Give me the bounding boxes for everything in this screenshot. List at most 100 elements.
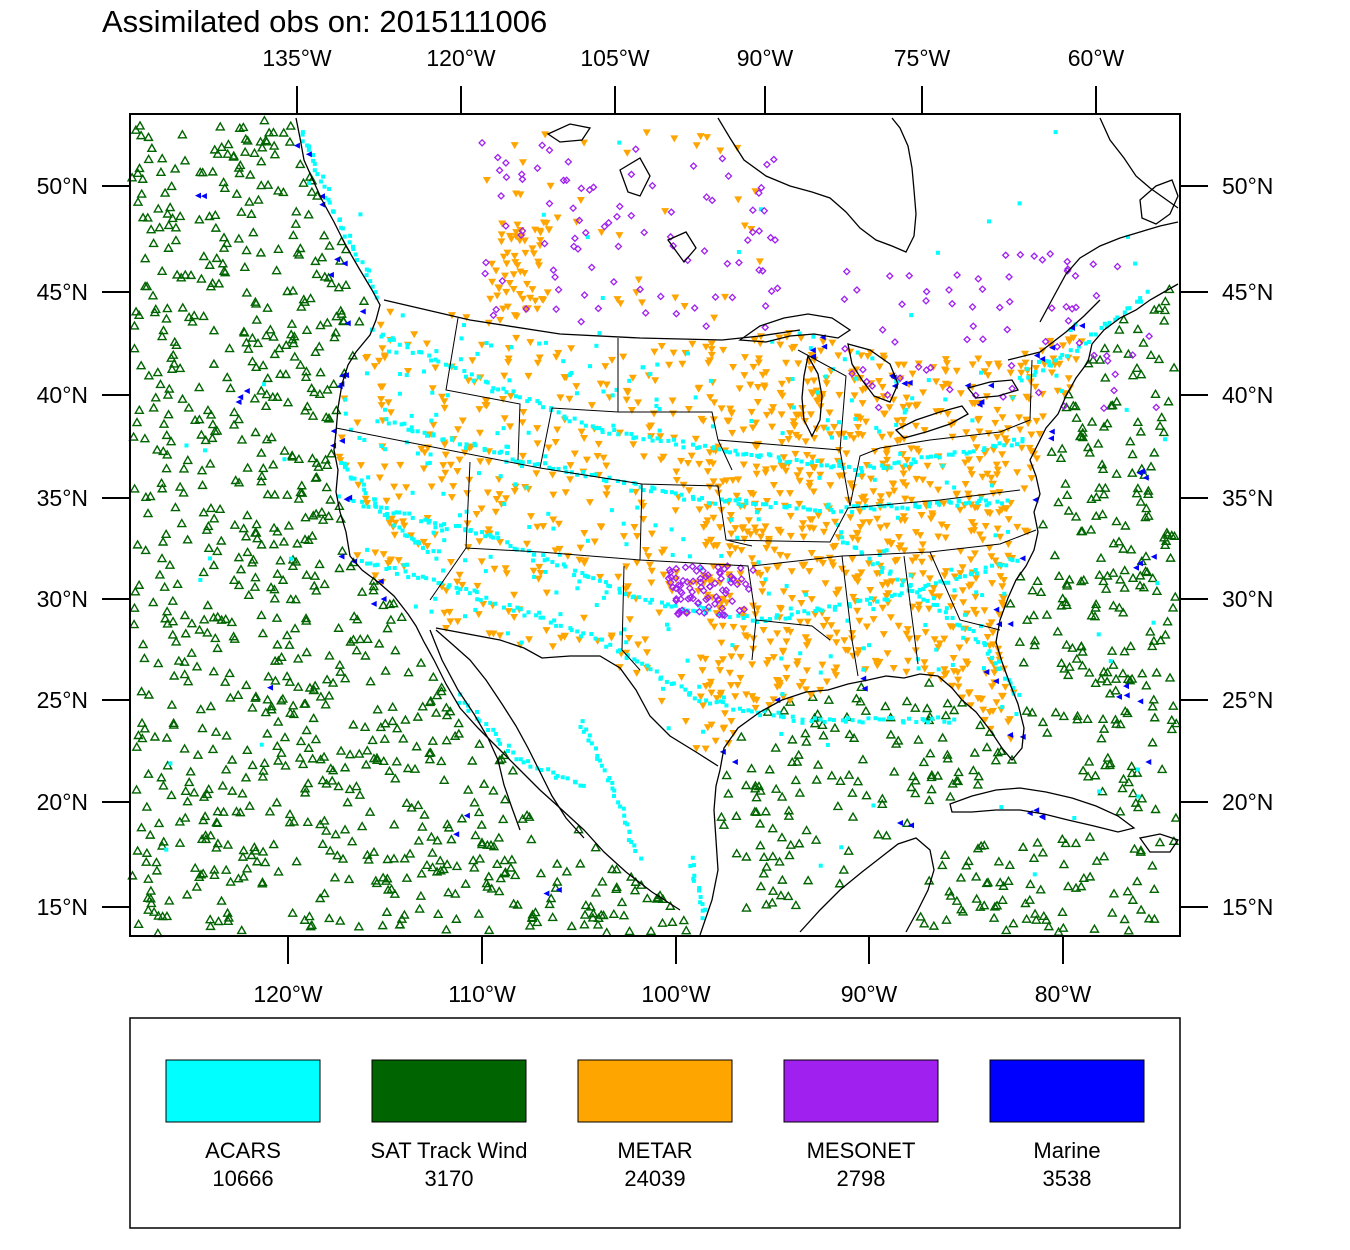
sat-wind-marker: [678, 915, 690, 925]
metar-marker: [962, 658, 971, 666]
acars-marker: [402, 421, 407, 426]
metar-marker: [959, 599, 968, 607]
sat-wind-marker: [770, 742, 781, 752]
metar-marker: [798, 525, 807, 533]
acars-marker: [636, 595, 641, 600]
metar-marker: [853, 650, 862, 658]
acars-marker: [947, 720, 952, 725]
metar-marker: [712, 542, 721, 550]
metar-marker: [749, 635, 758, 643]
metar-marker: [961, 459, 970, 467]
metar-marker: [840, 637, 849, 645]
mesonet-marker: [696, 574, 705, 583]
acars-marker: [558, 612, 563, 617]
sat-wind-marker: [1150, 804, 1161, 814]
sat-wind-marker: [167, 213, 178, 223]
acars-marker: [385, 511, 390, 516]
acars-marker: [441, 491, 446, 496]
acars-marker: [508, 543, 513, 548]
sat-wind-marker: [161, 463, 172, 473]
sat-wind-marker: [159, 187, 171, 197]
acars-marker: [880, 565, 885, 570]
sat-wind-marker: [1090, 677, 1101, 688]
sat-wind-marker: [153, 658, 164, 668]
metar-marker: [983, 633, 992, 641]
sat-wind-marker: [1072, 710, 1083, 720]
lake-superior: [738, 313, 852, 343]
sat-wind-marker: [238, 871, 249, 881]
acars-marker: [373, 501, 378, 506]
sat-wind-marker: [1138, 337, 1149, 347]
acars-marker: [691, 878, 696, 883]
acars-marker: [499, 449, 504, 454]
metar-marker: [905, 464, 914, 472]
sat-wind-marker: [241, 245, 252, 255]
metar-marker: [710, 623, 719, 631]
marine-marker: [200, 193, 207, 200]
sat-wind-marker: [1134, 580, 1146, 590]
metar-marker: [894, 622, 903, 630]
acars-marker: [856, 599, 861, 604]
sat-wind-marker: [1117, 783, 1128, 793]
metar-marker: [980, 716, 989, 724]
metar-marker: [497, 238, 506, 246]
sat-wind-marker: [170, 222, 182, 232]
acars-marker: [669, 527, 674, 532]
metar-marker: [752, 470, 761, 478]
marine-marker: [1145, 758, 1152, 765]
metar-marker: [854, 573, 863, 581]
acars-marker: [954, 576, 959, 581]
metar-marker: [494, 284, 503, 292]
metar-marker: [988, 629, 997, 637]
sat-wind-marker: [279, 732, 291, 742]
sat-wind-marker: [150, 304, 161, 314]
acars-marker: [604, 644, 609, 649]
sat-wind-marker: [288, 708, 300, 719]
metar-marker: [795, 467, 804, 475]
sat-wind-marker: [736, 731, 747, 741]
marine-marker: [346, 494, 353, 501]
sat-wind-marker: [330, 829, 341, 839]
sat-wind-marker: [132, 845, 143, 855]
metar-marker: [832, 672, 841, 680]
metar-marker: [992, 699, 1001, 707]
acars-marker: [907, 716, 912, 721]
metar-marker: [503, 249, 512, 257]
acars-marker: [397, 391, 402, 396]
metar-marker: [380, 354, 389, 362]
mesonet-marker: [862, 377, 871, 386]
acars-marker: [1133, 261, 1138, 266]
sat-wind-marker: [360, 759, 372, 769]
acars-marker: [685, 351, 690, 356]
sat-wind-marker: [295, 243, 306, 253]
sat-wind-marker: [161, 910, 173, 921]
metar-marker: [394, 493, 403, 501]
sat-wind-marker: [1135, 496, 1147, 506]
mesonet-marker: [641, 309, 650, 317]
acars-marker: [1138, 299, 1143, 304]
sat-wind-marker: [524, 811, 535, 821]
metar-marker: [814, 512, 823, 520]
sat-wind-marker: [616, 897, 628, 907]
acars-marker: [569, 628, 574, 633]
sat-wind-marker: [275, 555, 286, 565]
metar-marker: [394, 557, 403, 565]
metar-marker: [657, 456, 666, 464]
sat-wind-marker: [231, 188, 243, 198]
metar-marker: [533, 305, 542, 313]
acars-marker: [899, 591, 904, 596]
sat-wind-marker: [509, 870, 521, 880]
acars-marker: [817, 475, 822, 480]
us-mexico-border: [435, 627, 719, 767]
metar-marker: [887, 540, 896, 548]
acars-marker: [547, 465, 552, 470]
acars-marker: [831, 717, 836, 722]
sat-wind-marker: [236, 206, 247, 216]
metar-marker: [768, 423, 777, 431]
mesonet-marker: [549, 266, 558, 275]
acars-marker: [357, 435, 362, 440]
acars-marker: [536, 462, 541, 467]
sat-wind-marker: [242, 744, 253, 755]
mesonet-marker: [683, 608, 691, 617]
